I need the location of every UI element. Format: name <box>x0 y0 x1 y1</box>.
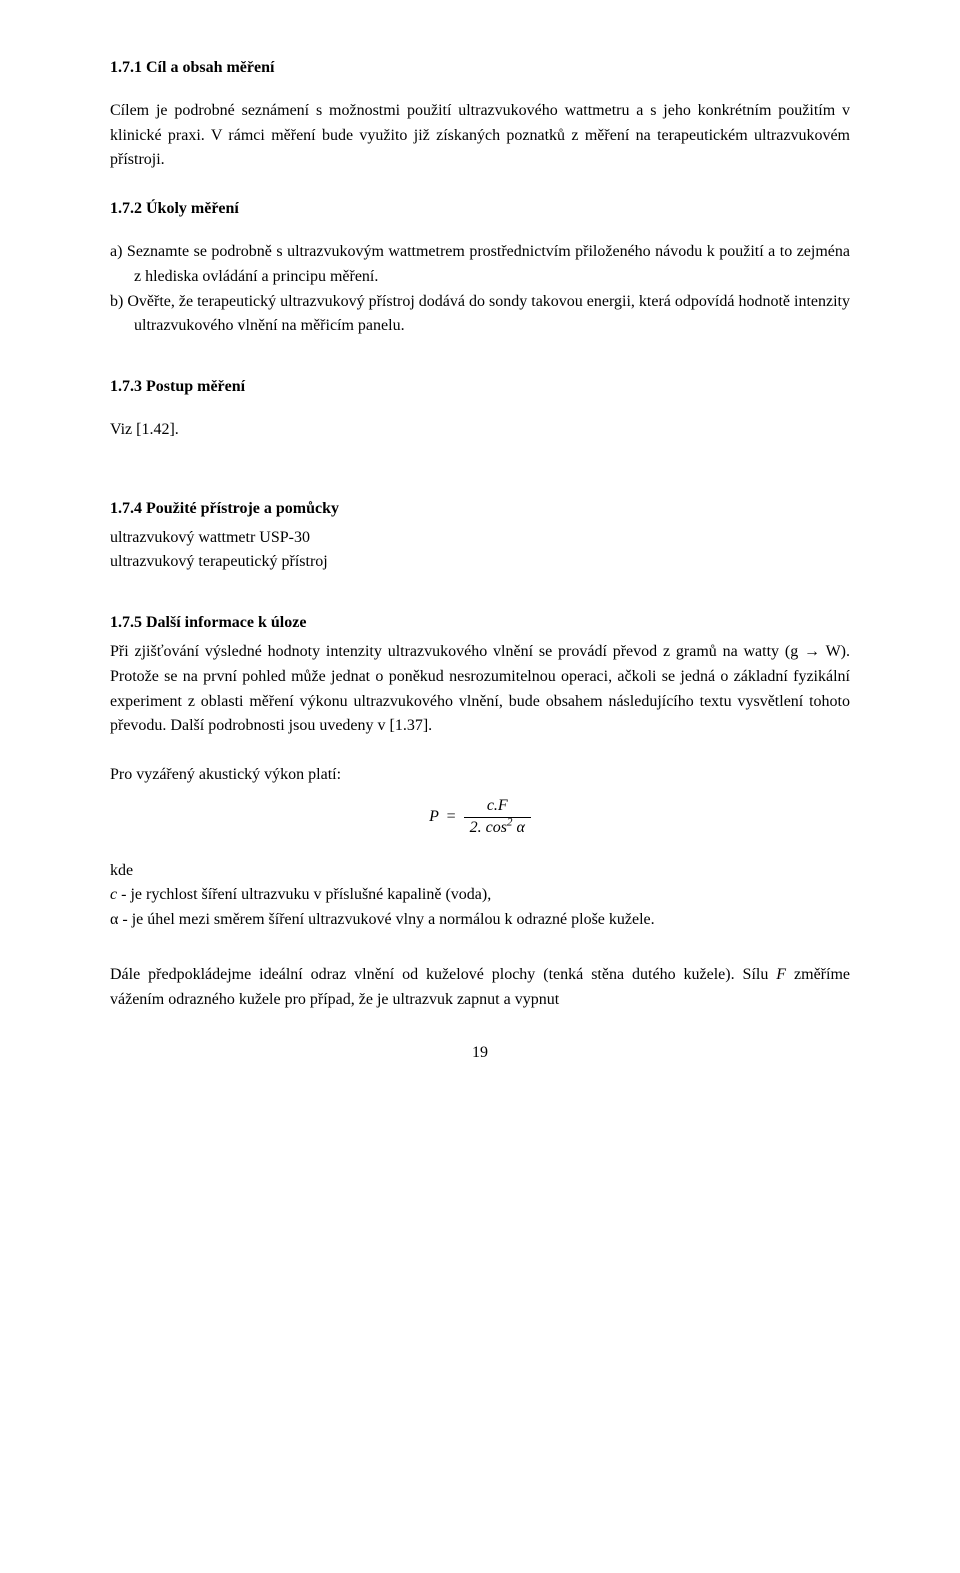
formula-lhs: P <box>429 808 438 825</box>
para-1-7-3: Viz [1.42]. <box>110 418 850 443</box>
spacer <box>110 467 850 497</box>
where-c: c c - je rychlost šíření ultrazvuku v př… <box>110 883 850 908</box>
page: 1.7.1 Cíl a obsah měření Cílem je podrob… <box>0 0 960 1573</box>
heading-1-7-5: 1.7.5 Další informace k úloze <box>110 611 850 636</box>
task-b: b) Ověřte, že terapeutický ultrazvukový … <box>110 290 850 340</box>
spacer <box>110 933 850 963</box>
power-intro: Pro vyzářený akustický výkon platí: <box>110 763 850 788</box>
kde-label: kde <box>110 859 850 884</box>
formula-eq: = <box>443 808 460 825</box>
para-1-7-5: Při zjišťování výsledné hodnoty intenzit… <box>110 640 850 739</box>
spacer <box>110 575 850 611</box>
heading-1-7-2: 1.7.2 Úkoly měření <box>110 197 850 222</box>
formula-denominator: 2. cos2 α <box>464 818 531 839</box>
where-alpha: α - je úhel mezi směrem šíření ultrazvuk… <box>110 908 850 933</box>
formula-numerator: c.F <box>464 796 531 818</box>
task-a: a) Seznamte se podrobně s ultrazvukovým … <box>110 240 850 290</box>
heading-1-7-3: 1.7.3 Postup měření <box>110 375 850 400</box>
formula: P = c.F 2. cos2 α <box>110 796 850 839</box>
equipment-line-2: ultrazvukový terapeutický přístroj <box>110 550 850 575</box>
heading-1-7-1: 1.7.1 Cíl a obsah měření <box>110 56 850 81</box>
equipment-line-1: ultrazvukový wattmetr USP-30 <box>110 526 850 551</box>
closing-para: Dále předpokládejme ideální odraz vlnění… <box>110 963 850 1013</box>
spacer <box>110 339 850 375</box>
heading-1-7-4: 1.7.4 Použité přístroje a pomůcky <box>110 497 850 522</box>
para-1-7-1: Cílem je podrobné seznámení s možnostmi … <box>110 99 850 173</box>
page-number: 19 <box>110 1041 850 1066</box>
formula-fraction: c.F 2. cos2 α <box>464 796 531 839</box>
